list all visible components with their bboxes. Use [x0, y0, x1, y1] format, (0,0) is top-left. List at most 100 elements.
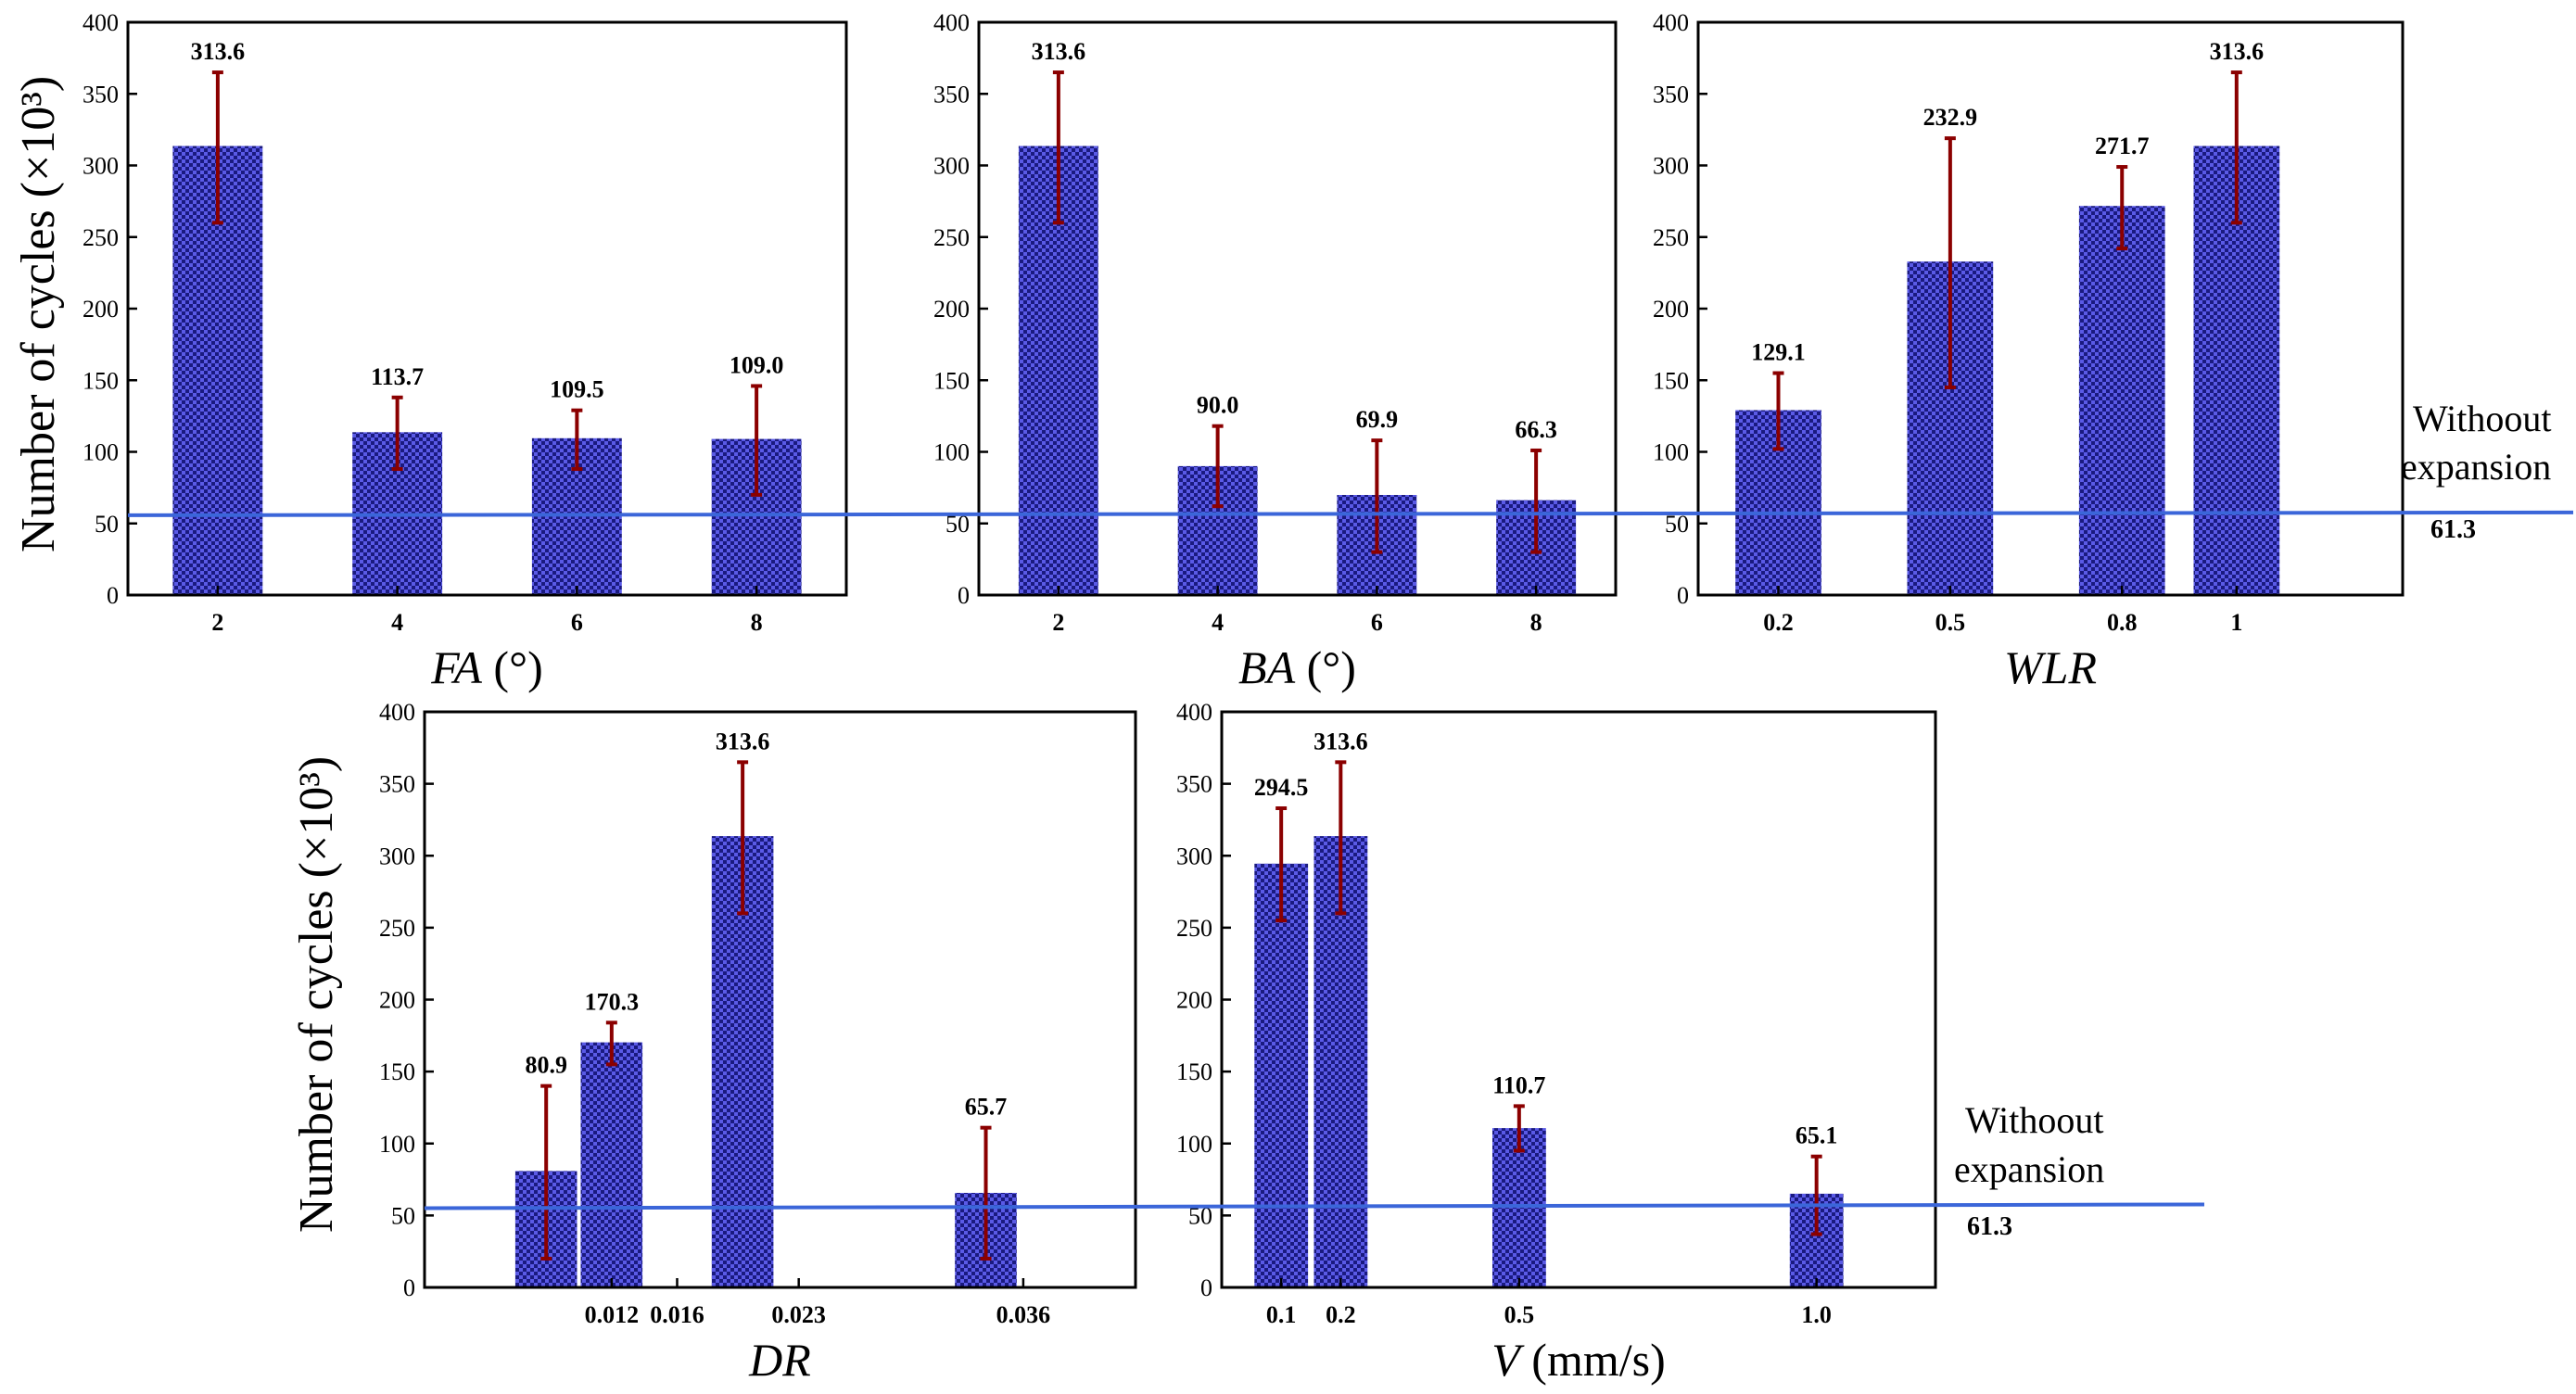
x-tick-label-3-4: 1	[2230, 609, 2242, 636]
x-tick-label-5-2: 0.2	[1326, 1301, 1356, 1328]
value-label-5-1: 294.5	[1254, 774, 1309, 801]
chart-panel-1: 313.6 113.7 109.5 109.0 0 50 100 150 200 250 300 35…	[82, 9, 848, 693]
y-tick-label-2-7: 300	[933, 153, 970, 180]
value-label-2-2: 90.0	[1197, 392, 1239, 419]
x-axis-title-variable-2: BA	[1238, 641, 1296, 693]
chart-panel-4: 80.9 170.3 313.6 65.7 0 50 100 150 200 250 300 350 4…	[379, 699, 1137, 1386]
y-tick-label-4-4: 150	[379, 1058, 415, 1085]
reference-label-top-expansion: expansion	[2401, 446, 2552, 488]
bar-4-2	[580, 1042, 643, 1287]
y-tick-label-2-5: 200	[933, 296, 970, 323]
value-label-4-4: 65.7	[965, 1094, 1008, 1121]
y-axis-title-bottom-row: Number of cycles (×10³)	[290, 755, 343, 1233]
x-tick-label-2-4: 8	[1530, 609, 1542, 636]
bar-5-1	[1254, 863, 1309, 1287]
value-label-4-2: 170.3	[585, 988, 640, 1015]
y-tick-label-3-7: 300	[1653, 153, 1689, 180]
y-tick-label-3-3: 100	[1653, 439, 1689, 466]
x-tick-label-2-1: 2	[1052, 609, 1064, 636]
y-tick-label-5-7: 300	[1176, 843, 1212, 869]
value-label-1-1: 313.6	[191, 38, 246, 65]
value-label-2-1: 313.6	[1032, 38, 1086, 65]
y-tick-label-1-8: 350	[82, 81, 119, 108]
y-tick-label-4-5: 200	[379, 987, 415, 1014]
y-tick-label-3-9: 400	[1653, 9, 1689, 36]
x-tick-label-5-4: 1.0	[1801, 1301, 1832, 1328]
x-axis-title-2: BA (°)	[1238, 641, 1356, 693]
value-label-4-1: 80.9	[525, 1052, 567, 1079]
y-tick-label-1-2: 50	[95, 511, 119, 538]
reference-value-bottom: 61.3	[1967, 1212, 2012, 1241]
x-axis-title-variable-4: DR	[748, 1334, 811, 1386]
x-axis-title-5: V (mm/s)	[1491, 1334, 1665, 1386]
value-label-2-4: 66.3	[1515, 416, 1557, 443]
y-tick-label-4-3: 100	[379, 1131, 415, 1158]
x-tick-label-4-1: 0.012	[585, 1301, 640, 1328]
reference-line-layer	[127, 510, 2574, 1210]
y-tick-label-5-8: 350	[1176, 771, 1212, 798]
y-tick-label-2-9: 400	[933, 9, 970, 36]
y-tick-label-1-6: 250	[82, 224, 119, 251]
y-tick-label-2-8: 350	[933, 81, 970, 108]
x-tick-label-2-3: 6	[1371, 609, 1383, 636]
reference-label-bottom-expansion: expansion	[1954, 1148, 2105, 1190]
value-label-5-2: 313.6	[1313, 728, 1368, 754]
bar-3-3	[2078, 206, 2165, 595]
x-tick-label-1-2: 4	[391, 609, 403, 636]
value-label-5-3: 110.7	[1492, 1071, 1545, 1098]
y-axis-title-top-row: Number of cycles (×10³)	[12, 75, 65, 552]
value-label-3-2: 232.9	[1923, 104, 1978, 131]
x-tick-label-1-3: 6	[571, 609, 583, 636]
y-tick-label-1-9: 400	[82, 9, 119, 36]
reference-label-bottom-without: Withoout	[1965, 1099, 2104, 1141]
y-tick-label-2-3: 100	[933, 439, 970, 466]
y-tick-label-5-1: 0	[1200, 1274, 1212, 1301]
x-axis-title-variable-3: WLR	[2004, 641, 2097, 693]
x-axis-title-unit-2: (°)	[1295, 641, 1356, 693]
value-label-3-3: 271.7	[2095, 133, 2150, 159]
x-tick-label-3-2: 0.5	[1935, 609, 1966, 636]
value-label-1-3: 109.5	[550, 376, 604, 403]
y-tick-label-5-4: 150	[1176, 1058, 1212, 1085]
value-label-3-4: 313.6	[2210, 38, 2265, 65]
x-axis-title-4: DR	[748, 1334, 811, 1386]
value-label-1-2: 113.7	[371, 363, 424, 390]
value-label-4-3: 313.6	[716, 728, 770, 754]
x-axis-title-variable-5: V	[1491, 1334, 1525, 1386]
y-tick-label-1-3: 100	[82, 439, 119, 466]
chart-panel-5: 294.5313.6110.765.1050100150200250300350…	[1176, 699, 1937, 1386]
x-tick-label-1-4: 8	[751, 609, 763, 636]
value-label-5-4: 65.1	[1796, 1122, 1838, 1149]
y-tick-label-2-4: 150	[933, 367, 970, 394]
x-axis-title-variable-1: FA	[430, 641, 482, 693]
y-tick-label-5-6: 250	[1176, 915, 1212, 942]
x-tick-label-4-3: 0.023	[771, 1301, 826, 1328]
reference-line-bottom-row	[424, 1202, 2205, 1210]
x-tick-label-5-1: 0.1	[1266, 1301, 1297, 1328]
y-tick-label-3-5: 200	[1653, 296, 1689, 323]
x-tick-label-5-3: 0.5	[1504, 1301, 1535, 1328]
reference-line-top-row	[127, 510, 2574, 517]
y-tick-label-3-6: 250	[1653, 224, 1689, 251]
value-label-2-3: 69.9	[1356, 406, 1399, 433]
y-tick-label-3-8: 350	[1653, 81, 1689, 108]
y-tick-label-4-1: 0	[403, 1274, 415, 1301]
y-tick-label-4-8: 350	[379, 771, 415, 798]
x-tick-label-4-4: 0.036	[996, 1301, 1051, 1328]
x-tick-label-1-1: 2	[211, 609, 223, 636]
value-label-1-4: 109.0	[730, 351, 784, 378]
x-axis-title-unit-1: (°)	[482, 641, 543, 693]
y-tick-label-1-4: 150	[82, 367, 119, 394]
x-tick-label-3-1: 0.2	[1763, 609, 1794, 636]
reference-label-top-without: Withoout	[2413, 398, 2552, 439]
x-axis-title-3: WLR	[2004, 641, 2097, 693]
y-tick-label-4-9: 400	[379, 699, 415, 726]
x-tick-label-4-2: 0.016	[650, 1301, 704, 1328]
y-tick-label-4-2: 50	[391, 1202, 415, 1229]
chart-panel-2: 313.690.069.9 66.305010015020025030035040…	[933, 9, 1618, 693]
chart-panel-3: 129.1232.9271.7313.605010015020025030035…	[1653, 9, 2405, 693]
x-tick-label-3-3: 0.8	[2107, 609, 2138, 636]
x-tick-label-2-2: 4	[1212, 609, 1224, 636]
